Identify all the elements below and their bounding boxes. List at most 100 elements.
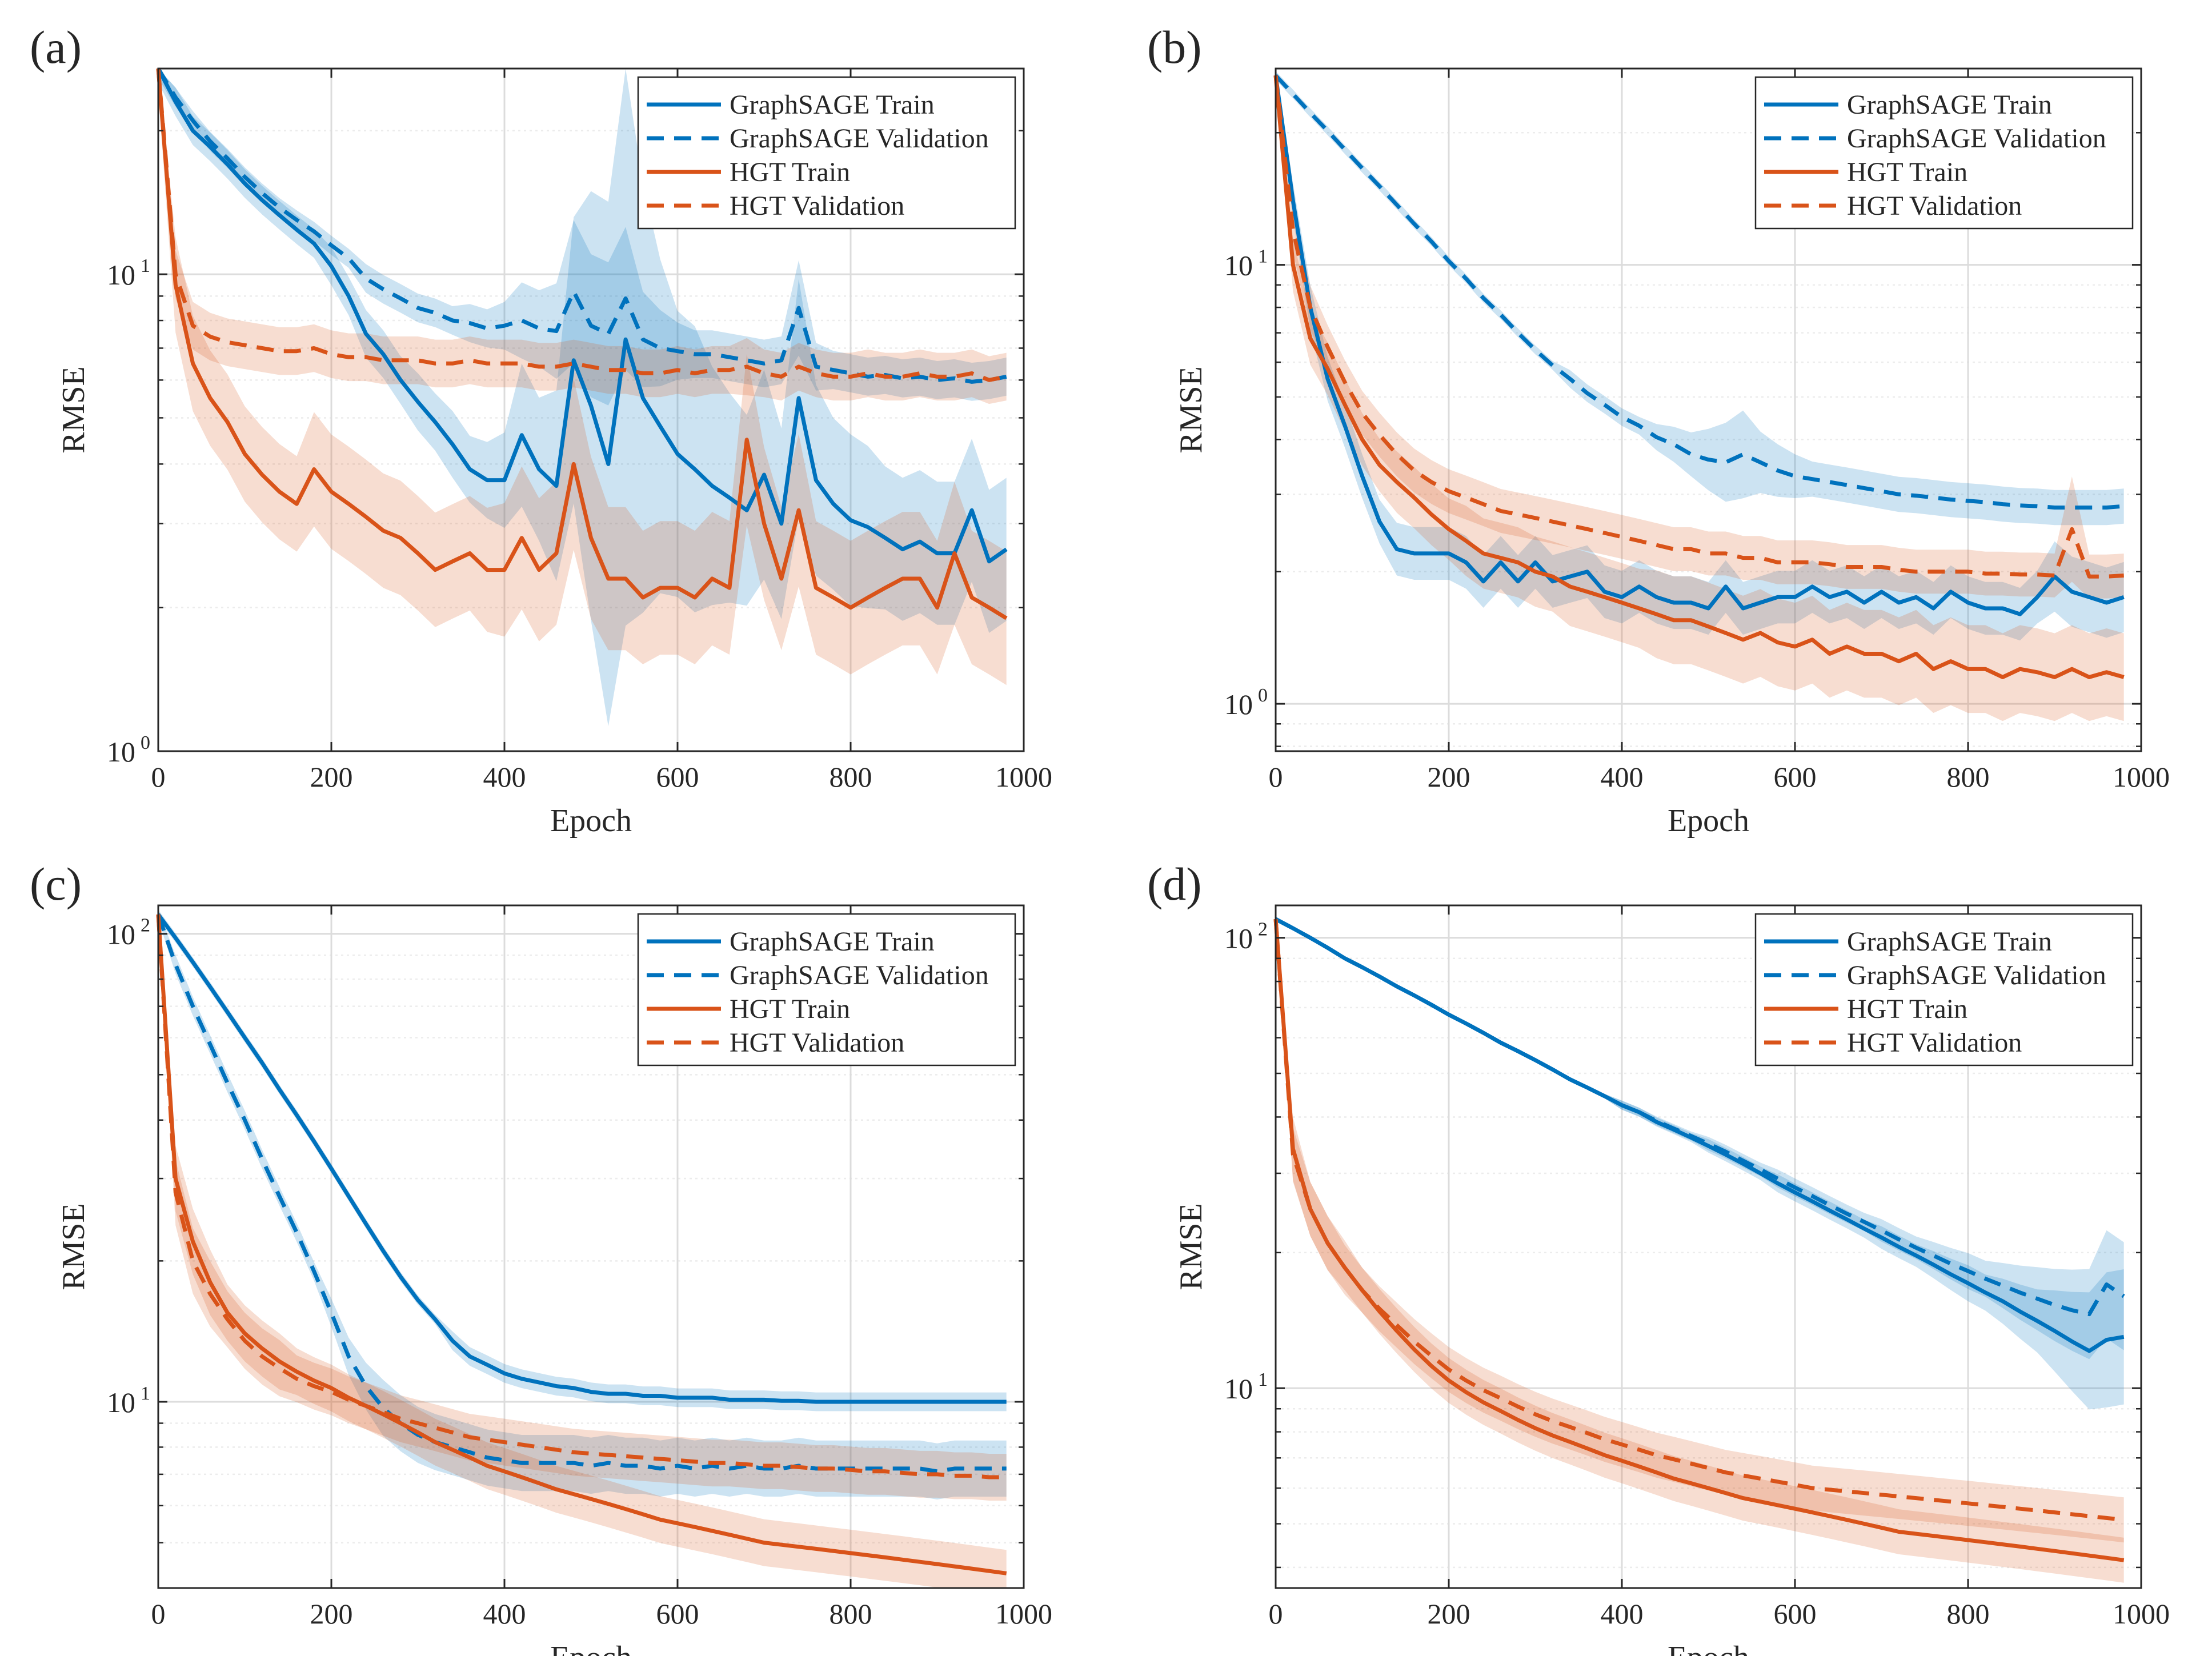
band-hgt-train [158, 909, 1007, 1588]
y-tick-label-exp: 2 [141, 915, 150, 936]
y-tick-label-exp: 1 [1258, 1369, 1268, 1390]
y-tick-label-base: 10 [107, 259, 135, 291]
band-hgt-train [1276, 917, 2124, 1583]
x-tick-label: 400 [1601, 761, 1644, 793]
y-tick-label-base: 10 [107, 736, 135, 768]
axes-box [1275, 904, 2142, 1589]
series-line-hgt-train [156, 68, 1008, 620]
y-tick-label-base: 10 [1224, 688, 1253, 720]
legend-label: GraphSAGE Train [730, 927, 935, 957]
legend-label: GraphSAGE Validation [730, 960, 989, 991]
legend-label: GraphSAGE Train [1847, 90, 2052, 120]
y-tick-label-base: 10 [107, 1386, 135, 1418]
legend-label: HGT Validation [1847, 1028, 2022, 1058]
band-graphsage-validation [1276, 71, 2124, 526]
axes-box [1275, 67, 2142, 752]
series-line-hgt-validation [156, 68, 1007, 382]
series-line-graphsage-train [1273, 75, 2125, 616]
x-tick-label: 200 [1428, 761, 1470, 793]
y-axis-label: RMSE [1173, 1203, 1209, 1290]
x-tick-label: 0 [1269, 1598, 1283, 1630]
x-tick-label: 600 [656, 1598, 699, 1630]
legend-label: HGT Train [1847, 157, 1967, 187]
band-hgt-validation [158, 69, 1007, 404]
panel-label: (d) [1147, 858, 1202, 910]
x-axis-label: Epoch [550, 803, 632, 839]
x-tick-label: 600 [656, 761, 699, 793]
series-line-graphsage-validation [156, 913, 1007, 1474]
x-axis-label: Epoch [1668, 1640, 1749, 1656]
series-line-hgt-validation [1273, 75, 2124, 579]
band-hgt-validation [1276, 917, 2124, 1543]
x-tick-label: 1000 [2113, 1598, 2170, 1630]
x-tick-label: 800 [1947, 1598, 1990, 1630]
x-tick-label: 1000 [995, 761, 1052, 793]
legend-label: GraphSAGE Validation [1847, 123, 2106, 154]
axes-box [157, 67, 1025, 752]
x-tick-label: 1000 [995, 1598, 1052, 1630]
x-tick-label: 200 [1428, 1598, 1470, 1630]
y-axis-label: RMSE [56, 366, 91, 454]
series-line-graphsage-train [156, 67, 1008, 564]
y-tick-label-base: 10 [107, 919, 135, 951]
x-tick-label: 200 [310, 1598, 353, 1630]
y-tick-label-exp: 0 [1258, 685, 1268, 706]
legend-box [1754, 76, 2134, 230]
x-tick-label: 1000 [2113, 761, 2170, 793]
x-tick-label: 600 [1774, 761, 1817, 793]
series-line-hgt-train [1273, 75, 2125, 679]
chart-panel-d: 02004006008001000101102EpochRMSE(d)Graph… [1147, 858, 2170, 1656]
axes-box [157, 904, 1025, 1589]
panel-label: (a) [30, 21, 82, 73]
x-tick-label: 800 [829, 761, 872, 793]
legend-box [1754, 913, 2134, 1066]
x-axis-label: Epoch [550, 1640, 632, 1656]
y-tick-label-exp: 1 [1258, 246, 1268, 267]
y-axis-label: RMSE [56, 1203, 91, 1290]
band-graphsage-train [158, 69, 1007, 727]
x-tick-label: 400 [1601, 1598, 1644, 1630]
legend-label: HGT Validation [1847, 191, 2022, 221]
legend-label: GraphSAGE Validation [730, 123, 989, 154]
legend-label: HGT Train [1847, 994, 1967, 1024]
x-axis-label: Epoch [1668, 803, 1749, 839]
y-axis-label: RMSE [1173, 366, 1209, 454]
y-tick-label-exp: 2 [1258, 919, 1268, 940]
x-tick-label: 600 [1774, 1598, 1817, 1630]
band-graphsage-train [1276, 69, 2124, 641]
panel-label: (b) [1147, 21, 1202, 73]
legend-label: HGT Train [730, 994, 850, 1024]
legend-label: GraphSAGE Validation [1847, 960, 2106, 991]
y-tick-label-exp: 1 [141, 255, 150, 276]
series-line-hgt-validation [156, 914, 1007, 1479]
series-line-graphsage-validation [1274, 74, 2124, 510]
y-tick-label-exp: 1 [141, 1383, 150, 1404]
legend-box [637, 76, 1016, 230]
y-tick-label-base: 10 [1224, 1373, 1253, 1405]
x-tick-label: 0 [151, 761, 166, 793]
legend-label: HGT Validation [730, 191, 904, 221]
x-tick-label: 200 [310, 761, 353, 793]
y-tick-label-base: 10 [1224, 923, 1253, 955]
y-tick-label-exp: 0 [141, 732, 150, 753]
chart-panel-c: 0 200 400 600 800 1000 10 1 10 2 Epoch RMSE (c) Graph… [30, 858, 1052, 1656]
x-tick-label: 0 [151, 1598, 166, 1630]
y-tick-label-base: 10 [1224, 250, 1253, 282]
legend-label: GraphSAGE Train [1847, 927, 2052, 957]
series-line-graphsage-validation [157, 67, 1007, 384]
legend-box [637, 913, 1016, 1066]
series-line-hgt-train [156, 914, 1007, 1575]
series-line-graphsage-validation [1275, 917, 2125, 1317]
series-line-hgt-train [1273, 919, 2125, 1562]
legend-label: HGT Train [730, 157, 850, 187]
x-tick-label: 0 [1269, 761, 1283, 793]
chart-panel-a: 0 200 400 600 800 1000 10 0 10 1 Epoch RMSE (a) Graph… [30, 21, 1052, 839]
band-graphsage-validation [158, 69, 1007, 406]
panel-label: (c) [30, 858, 82, 910]
